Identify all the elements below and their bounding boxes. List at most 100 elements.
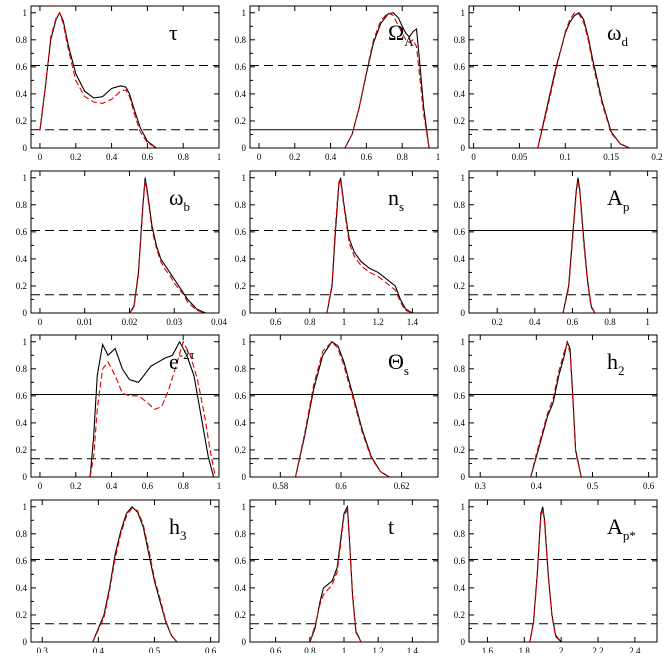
x-tick-label: 0.62 — [394, 481, 410, 491]
x-tick-label: 0.8 — [304, 646, 316, 653]
y-tick-label: 0 — [242, 308, 247, 318]
series-solid-line — [344, 12, 430, 149]
series-dashed-line — [309, 507, 362, 643]
panel-label-main: h — [169, 514, 180, 539]
panel-label-main: Θ — [388, 349, 404, 374]
x-tick-label: 0.6 — [361, 152, 373, 162]
series-solid-line — [326, 177, 413, 314]
x-tick-label: 0.3 — [475, 481, 487, 491]
series-dashed-line — [92, 507, 178, 643]
y-tick-label: 1 — [23, 8, 28, 18]
series-solid-line — [529, 506, 562, 643]
x-tick-label: 1 — [342, 646, 347, 653]
y-tick-label: 0.6 — [235, 391, 247, 401]
y-tick-label: 1 — [23, 173, 28, 183]
x-tick-label: 0.4 — [529, 317, 541, 327]
y-tick-label: 0.6 — [454, 227, 466, 237]
y-tick-label: 0.2 — [16, 281, 27, 291]
x-tick-label: 0.6 — [643, 481, 655, 491]
panel-label: t — [388, 514, 394, 539]
series-solid-line — [309, 504, 362, 643]
y-tick-label: 0.8 — [235, 200, 247, 210]
panel-label: ωd — [607, 20, 628, 49]
axes-frame — [468, 334, 658, 478]
y-tick-label: 0.8 — [235, 364, 247, 374]
y-tick-label: 0.4 — [16, 418, 28, 428]
panel-label: ωb — [169, 185, 190, 214]
y-tick-label: 1 — [242, 173, 247, 183]
x-tick-label: 0.2 — [492, 317, 503, 327]
x-tick-label: 0.8 — [304, 317, 316, 327]
x-tick-label: 0.4 — [106, 152, 118, 162]
panel-label-main: n — [388, 185, 399, 210]
x-tick-label: 0.4 — [93, 646, 105, 653]
x-tick-label: 1 — [217, 481, 222, 491]
y-tick-label: 0.8 — [454, 529, 466, 539]
axes-frame — [30, 5, 220, 149]
x-tick-label: 0.58 — [272, 481, 288, 491]
axes-frame — [249, 334, 439, 478]
panel-label-main: ω — [169, 185, 183, 210]
y-tick-label: 0.8 — [454, 364, 466, 374]
y-tick-label: 0.2 — [235, 445, 246, 455]
series-solid-line — [530, 339, 582, 478]
x-tick-label: 0 — [38, 152, 43, 162]
x-tick-label: 1.6 — [482, 646, 494, 653]
series-dashed-line — [89, 340, 216, 478]
axes-frame — [30, 499, 220, 643]
panel-label-sup: -2τ — [179, 347, 195, 362]
y-tick-label: 0.2 — [235, 610, 246, 620]
panel-label: h2 — [607, 349, 625, 378]
y-tick-label: 0.6 — [235, 227, 247, 237]
panel-0: 0 0.2 0.4 0.6 0.8 1 0 0.2 0.4 0.6 0.8 1 τ — [16, 5, 221, 162]
x-tick-label: 0 — [38, 481, 43, 491]
y-tick-label: 0.6 — [16, 227, 28, 237]
y-tick-label: 0.2 — [235, 281, 246, 291]
panel-11: 0 0.2 0.4 0.6 0.8 1 1.6 1.8 2 2.2 2.4 Ap* — [454, 499, 658, 656]
series-solid-line — [92, 505, 178, 643]
y-tick-label: 1 — [461, 502, 466, 512]
panel-label-main: τ — [169, 20, 178, 45]
x-tick-label: 0.8 — [178, 152, 190, 162]
panel-10: 0 0.2 0.4 0.6 0.8 1 0.6 0.8 1 1.2 1.4 t — [235, 499, 439, 656]
x-tick-label: 1.2 — [373, 646, 384, 653]
y-tick-label: 0.4 — [235, 254, 247, 264]
panel-label-main: e — [169, 349, 179, 374]
panel-label: Θs — [388, 349, 409, 378]
x-tick-label: 2 — [559, 646, 564, 653]
y-tick-label: 0.8 — [454, 35, 466, 45]
y-tick-label: 0.4 — [454, 254, 466, 264]
panel-label-sub: Λ — [404, 34, 414, 49]
panel-label: ns — [388, 185, 404, 214]
y-tick-label: 0 — [242, 472, 247, 482]
y-tick-label: 0 — [242, 143, 247, 153]
panel-label-main: A — [607, 514, 623, 539]
panel-5: 0 0.2 0.4 0.6 0.8 1 0.2 0.4 0.6 0.8 1 Ap — [454, 170, 658, 327]
y-tick-label: 1 — [461, 8, 466, 18]
y-tick-label: 0.6 — [235, 62, 247, 72]
y-tick-label: 0.8 — [454, 200, 466, 210]
x-tick-label: 0 — [257, 152, 262, 162]
y-tick-label: 0 — [242, 637, 247, 647]
y-tick-label: 1 — [23, 502, 28, 512]
y-tick-label: 1 — [23, 337, 28, 347]
x-tick-label: 0.05 — [512, 152, 528, 162]
panel-label: ΩΛ — [388, 20, 414, 49]
panel-label-sub: s — [404, 363, 409, 378]
y-tick-label: 0 — [461, 308, 466, 318]
x-tick-label: 1.4 — [407, 646, 419, 653]
panel-label: Ap — [607, 185, 629, 214]
panel-label-sub: d — [621, 34, 628, 49]
y-tick-label: 0.4 — [235, 583, 247, 593]
y-tick-label: 0.4 — [16, 89, 28, 99]
y-tick-label: 0.8 — [16, 35, 28, 45]
y-tick-label: 0.4 — [454, 89, 466, 99]
panel-2: 0 0.2 0.4 0.6 0.8 1 0 0.05 0.1 0.15 0.2 ωd — [454, 5, 663, 162]
y-tick-label: 0 — [461, 637, 466, 647]
axes-frame — [249, 170, 439, 314]
y-tick-label: 0.4 — [454, 583, 466, 593]
y-tick-label: 0.2 — [454, 281, 465, 291]
x-tick-label: 0.3 — [37, 646, 49, 653]
y-tick-label: 0.2 — [235, 116, 246, 126]
